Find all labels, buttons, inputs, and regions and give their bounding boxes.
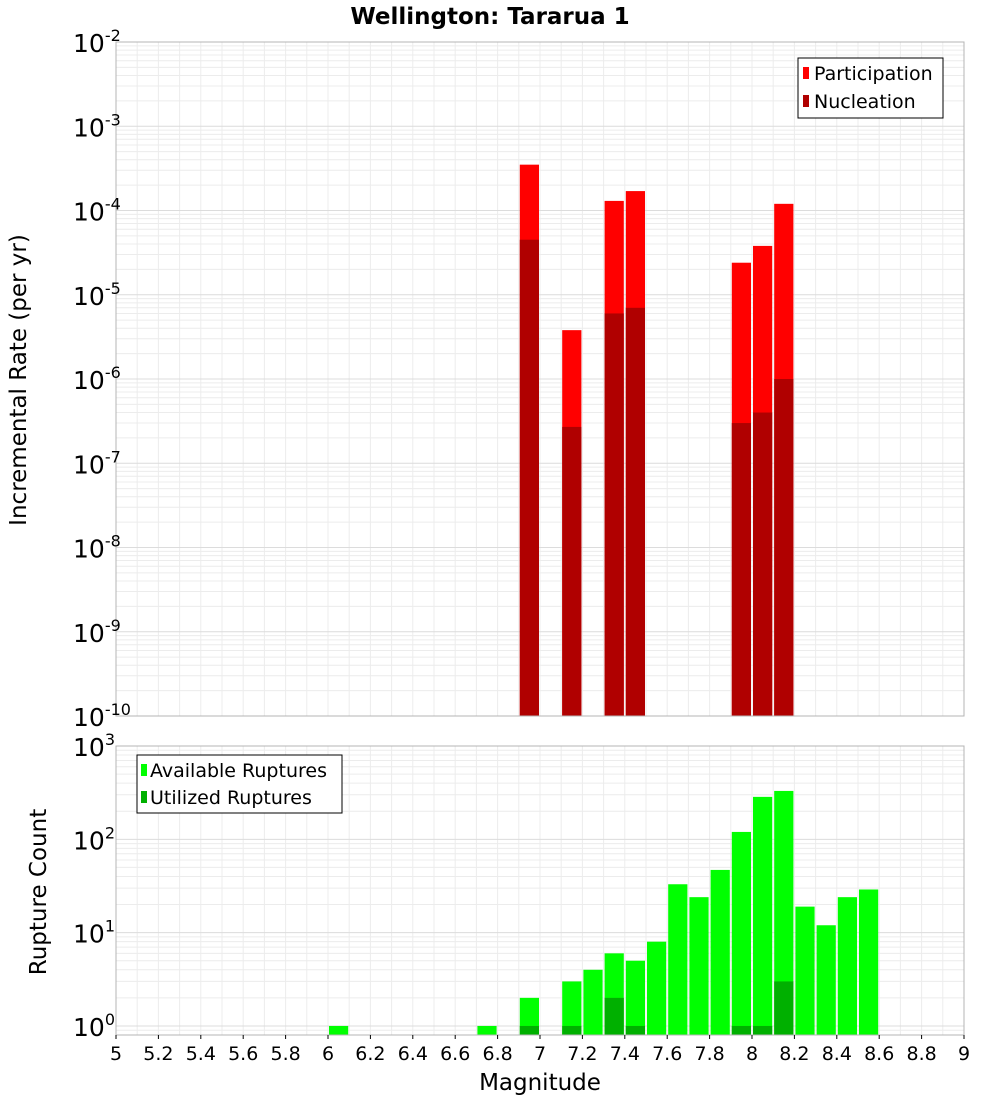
rate-y-tick-label: 10-7	[73, 447, 121, 479]
available-ruptures-bar	[816, 925, 836, 1035]
x-tick-label: 5	[110, 1043, 122, 1065]
utilized-ruptures-bar	[774, 981, 794, 1035]
x-tick-label: 8	[746, 1043, 758, 1065]
utilized-ruptures-bar	[562, 1025, 582, 1035]
participation-legend-label: Participation	[814, 63, 933, 85]
nucleation-bar	[731, 423, 751, 716]
chart-title: Wellington: Tararua 1	[350, 4, 629, 30]
nucleation-bar	[562, 426, 582, 716]
rate-plot-bars	[519, 164, 794, 717]
rate-y-tick-label: 10-10	[73, 700, 131, 732]
available-ruptures-bar	[583, 969, 603, 1035]
x-tick-label: 8.6	[864, 1043, 894, 1065]
available-ruptures-bar	[731, 831, 751, 1035]
x-tick-label: 6.6	[440, 1043, 470, 1065]
count-y-tick-label: 102	[73, 823, 115, 855]
x-tick-label: 5.8	[270, 1043, 300, 1065]
x-tick-label: 9	[958, 1043, 970, 1065]
x-tick-label: 7.4	[610, 1043, 640, 1065]
rate-y-tick-label: 10-6	[73, 363, 121, 395]
available-ruptures-bar	[710, 869, 730, 1035]
available-ruptures-bar	[519, 997, 539, 1035]
nucleation-bar	[604, 313, 624, 716]
rate-y-tick-label: 10-3	[73, 110, 121, 142]
available-ruptures-bar	[774, 790, 794, 1035]
rate-y-tick-label: 10-2	[73, 26, 121, 58]
participation-legend-swatch	[803, 67, 809, 79]
nucleation-bar	[753, 412, 773, 716]
utilized-ruptures-bar	[731, 1025, 751, 1035]
nucleation-legend-label: Nucleation	[814, 91, 916, 113]
count-plot-bars	[329, 790, 879, 1035]
count-y-tick-label: 100	[73, 1010, 115, 1042]
count-y-axis-ticks: 103 102 101 100	[73, 730, 115, 1042]
count-y-axis-title: Rupture Count	[26, 809, 52, 975]
x-tick-label: 8.2	[779, 1043, 809, 1065]
available-ruptures-bar	[795, 906, 815, 1035]
available-ruptures-bar	[625, 960, 645, 1035]
available-ruptures-bar	[562, 981, 582, 1035]
count-y-tick-label: 103	[73, 730, 115, 762]
x-tick-label: 8.8	[906, 1043, 936, 1065]
utilized-legend-swatch	[141, 791, 147, 803]
nucleation-bar	[519, 239, 539, 716]
nucleation-bar	[625, 307, 645, 716]
rate-y-tick-label: 10-4	[73, 195, 121, 227]
x-axis-ticks: 5 5.2 5.4 5.6 5.8 6 6.2 6.4 6.6 6.8 7 7.2 7.4 7.6 7.8 8…	[110, 1035, 970, 1065]
available-legend-swatch	[141, 764, 147, 776]
x-tick-label: 8.4	[822, 1043, 852, 1065]
rate-y-axis-title: Incremental Rate (per yr)	[6, 234, 32, 526]
count-legend: Available Ruptures Utilized Ruptures	[136, 754, 343, 814]
available-ruptures-bar	[668, 884, 688, 1035]
utilized-ruptures-bar	[753, 1025, 773, 1035]
x-tick-label: 7.2	[567, 1043, 597, 1065]
x-tick-label: 5.2	[143, 1043, 173, 1065]
utilized-ruptures-bar	[519, 1025, 539, 1035]
x-axis-title: Magnitude	[479, 1070, 601, 1096]
rate-plot-frame	[115, 41, 965, 717]
x-tick-label: 6	[322, 1043, 334, 1065]
available-ruptures-bar	[753, 796, 773, 1035]
utilized-ruptures-bar	[625, 1025, 645, 1035]
available-ruptures-bar	[689, 897, 709, 1035]
rate-y-tick-label: 10-9	[73, 616, 121, 648]
x-tick-label: 6.2	[355, 1043, 385, 1065]
utilized-legend-label: Utilized Ruptures	[150, 787, 312, 809]
available-ruptures-bar	[329, 1025, 349, 1035]
rate-y-tick-label: 10-5	[73, 279, 121, 311]
nucleation-bar	[774, 379, 794, 716]
rate-y-axis-ticks: 10-2 10-3 10-4 10-5 10-6 10-7 10-8 10-9 10-10	[73, 26, 131, 732]
available-ruptures-bar	[859, 889, 879, 1035]
utilized-ruptures-bar	[604, 997, 624, 1035]
available-legend-label: Available Ruptures	[150, 760, 327, 782]
count-legend-box	[136, 754, 343, 814]
x-tick-label: 6.4	[398, 1043, 428, 1065]
rate-legend-box	[797, 57, 944, 119]
rate-legend: Participation Nucleation	[797, 57, 944, 119]
available-ruptures-bar	[647, 941, 667, 1035]
x-tick-label: 6.8	[482, 1043, 512, 1065]
x-tick-label: 5.6	[228, 1043, 258, 1065]
available-ruptures-bar	[477, 1025, 497, 1035]
rate-y-tick-label: 10-8	[73, 532, 121, 564]
nucleation-legend-swatch	[803, 95, 809, 107]
x-tick-label: 7.8	[694, 1043, 724, 1065]
x-tick-label: 5.4	[186, 1043, 216, 1065]
x-tick-label: 7	[534, 1043, 546, 1065]
rate-plot-grid	[115, 42, 965, 717]
x-tick-label: 7.6	[652, 1043, 682, 1065]
available-ruptures-bar	[837, 897, 857, 1035]
count-y-tick-label: 101	[73, 917, 115, 949]
